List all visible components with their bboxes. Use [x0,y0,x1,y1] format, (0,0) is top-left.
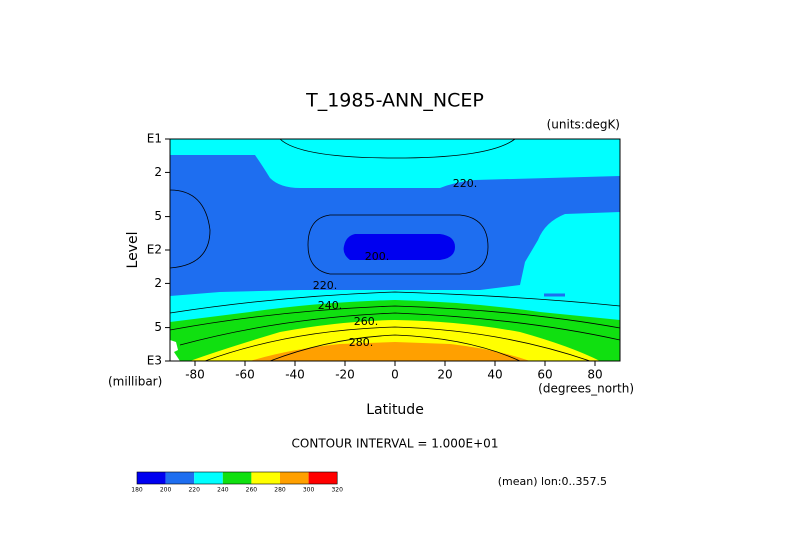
missing-data [170,340,180,361]
contour-fill [343,234,455,260]
x-tick-label: -60 [235,368,255,382]
x-tick-label: 40 [487,368,502,382]
y-tick-label: E2 [147,243,162,257]
colorbar-frame [136,471,338,485]
x-tick-label: -40 [285,368,305,382]
x-tick-label: 80 [587,368,602,382]
colorbar-label: 180 [131,487,143,494]
contour-line [269,334,521,362]
contour-fill [250,342,530,361]
contour-label: 240. [318,299,343,312]
x-axis-label: Latitude [366,402,424,418]
contour-label: 200. [365,250,390,263]
y-tick-label: E1 [147,132,162,146]
contour-fills [170,139,620,361]
contour-line [169,189,211,269]
contour-label: 260. [354,315,379,328]
colorbar-label: 300 [303,487,315,494]
colorbar-swatch [194,472,223,484]
contour-label: 280. [349,336,374,349]
contour-line [279,138,516,159]
y-tick-label: 5 [154,320,162,334]
x-tick-label: 0 [391,368,399,382]
contour-line [204,326,591,362]
contour-label: 220. [313,279,338,292]
contour-interval: CONTOUR INTERVAL = 1.000E+01 [292,437,499,451]
chart-title: T_1985-ANN_NCEP [305,90,484,112]
colorbar-swatch [308,472,338,484]
contour-fill [170,155,620,296]
contour-line [169,291,621,314]
y-axis-units: (millibar) [108,375,162,389]
colorbar-swatch [280,472,309,484]
y-tick-label: 5 [154,209,162,223]
contour-label: 220. [453,177,478,190]
y-axis-label: Level [125,232,141,269]
x-tick-label: -20 [335,368,355,382]
y-tick-label: E3 [147,354,162,368]
colorbar-swatch [165,472,195,484]
colorbar-label: 320 [331,487,343,494]
colorbar-label: 280 [274,487,286,494]
colorbar-swatch [222,472,252,484]
colorbar-swatch [137,472,166,484]
x-tick-label: 60 [537,368,552,382]
x-tick-label: -80 [185,368,205,382]
units-label: (units:degK) [547,118,620,132]
y-tick-label: 2 [154,165,162,179]
x-tick-label: 20 [437,368,452,382]
colorbar-label: 260 [246,487,258,494]
footnote: (mean) lon:0..357.5 [498,475,607,488]
y-tick-label: 2 [154,276,162,290]
colorbar-label: 240 [217,487,229,494]
x-axis-units: (degrees_north) [538,382,634,396]
contour-line [307,214,489,275]
contour-line [169,305,621,331]
contour-lines [169,138,621,362]
colorbar-label: 220 [188,487,200,494]
colorbar-label: 200 [160,487,172,494]
contour-line [179,312,621,346]
colorbar-swatch [251,472,280,484]
